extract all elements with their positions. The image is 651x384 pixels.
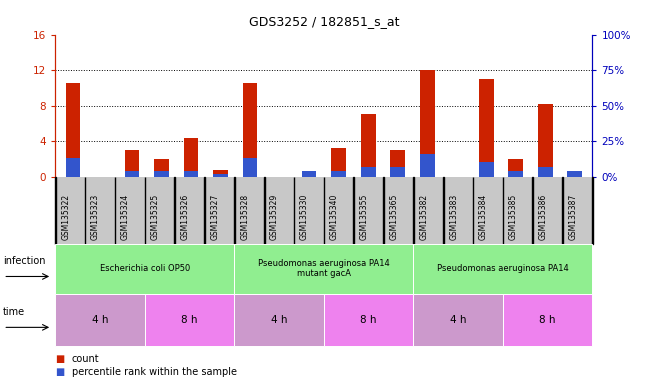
Bar [214,170,228,177]
Text: 8 h: 8 h [182,314,198,325]
Bar [508,159,523,177]
Text: GSM135383: GSM135383 [449,194,458,240]
Text: GSM135325: GSM135325 [151,194,159,240]
Text: GDS3252 / 182851_s_at: GDS3252 / 182851_s_at [249,15,399,28]
Bar [478,79,493,177]
Text: GSM135330: GSM135330 [300,194,309,240]
Bar [331,148,346,177]
Text: ■: ■ [55,367,64,377]
Text: GSM135365: GSM135365 [389,194,398,240]
Bar [478,162,493,177]
Bar [125,171,139,177]
Bar [390,150,405,177]
Text: GSM135355: GSM135355 [359,194,368,240]
Text: GSM135340: GSM135340 [330,194,339,240]
Bar [420,70,434,177]
Text: GSM135387: GSM135387 [568,194,577,240]
Text: GSM135382: GSM135382 [419,194,428,240]
Text: GSM135329: GSM135329 [270,194,279,240]
Text: GSM135328: GSM135328 [240,194,249,240]
Bar [184,139,199,177]
Text: GSM135323: GSM135323 [91,194,100,240]
Text: GSM135385: GSM135385 [509,194,518,240]
Bar [567,171,582,177]
Bar [361,114,376,177]
Text: ■: ■ [55,354,64,364]
Bar [154,171,169,177]
Text: 8 h: 8 h [540,314,556,325]
Bar [214,174,228,177]
Text: count: count [72,354,99,364]
Text: infection: infection [3,256,46,266]
Text: 4 h: 4 h [450,314,466,325]
Bar [66,158,81,177]
Text: percentile rank within the sample: percentile rank within the sample [72,367,236,377]
Bar [361,167,376,177]
Text: GSM135386: GSM135386 [538,194,547,240]
Text: GSM135326: GSM135326 [180,194,189,240]
Bar [390,167,405,177]
Bar [66,83,81,177]
Bar [184,171,199,177]
Text: GSM135324: GSM135324 [121,194,130,240]
Bar [243,83,258,177]
Text: GSM135322: GSM135322 [61,194,70,240]
Bar [243,158,258,177]
Bar [538,167,553,177]
Text: 4 h: 4 h [92,314,108,325]
Bar [538,104,553,177]
Text: Escherichia coli OP50: Escherichia coli OP50 [100,264,190,273]
Bar [508,171,523,177]
Text: Pseudomonas aeruginosa PA14
mutant gacA: Pseudomonas aeruginosa PA14 mutant gacA [258,259,390,278]
Bar [331,171,346,177]
Bar [302,171,316,177]
Text: GSM135327: GSM135327 [210,194,219,240]
Bar [154,159,169,177]
Bar [125,150,139,177]
Text: 8 h: 8 h [361,314,377,325]
Text: time: time [3,307,25,317]
Text: 4 h: 4 h [271,314,287,325]
Text: Pseudomonas aeruginosa PA14: Pseudomonas aeruginosa PA14 [437,264,569,273]
Text: GSM135384: GSM135384 [479,194,488,240]
Bar [420,154,434,177]
